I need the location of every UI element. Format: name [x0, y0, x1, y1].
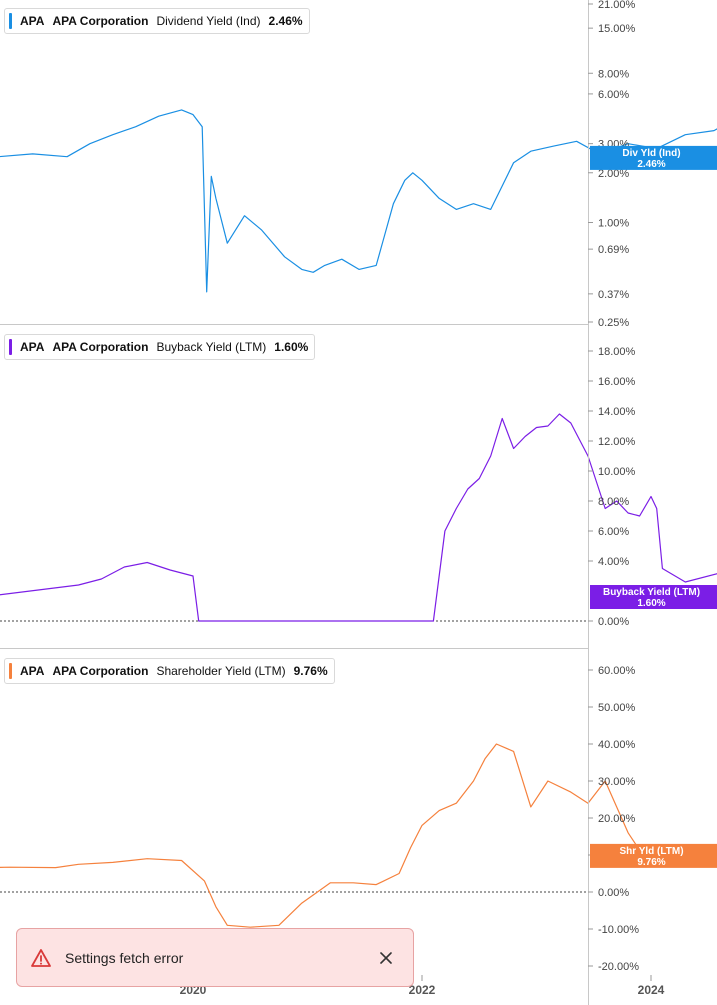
legend-metric: Shareholder Yield (LTM) — [156, 664, 286, 678]
y-tick-label: 20.00% — [598, 813, 636, 825]
legend-company: APA Corporation — [52, 340, 149, 354]
legend-value: 1.60% — [274, 340, 309, 354]
y-tick-label: 2.00% — [598, 168, 629, 180]
value-badge-label: 1.60% — [637, 598, 665, 609]
y-tick-label: 1.00% — [598, 218, 629, 230]
series-line-1 — [0, 413, 717, 622]
y-tick-label: 21.00% — [598, 0, 636, 11]
legend-company: APA Corporation — [52, 14, 149, 28]
toast-message: Settings fetch error — [65, 949, 184, 966]
y-tick-label: 8.00% — [598, 496, 629, 508]
y-tick-label: 4.00% — [598, 556, 629, 568]
y-tick-label: 6.00% — [598, 89, 629, 101]
value-badge-label: 9.76% — [637, 857, 665, 868]
y-tick-label: 8.00% — [598, 68, 629, 80]
y-tick-label: 0.69% — [598, 244, 629, 256]
y-tick-label: 12.00% — [598, 436, 636, 448]
legend-ticker: APA — [20, 664, 45, 678]
y-tick-label: 30.00% — [598, 776, 636, 788]
legend-ticker: APA — [20, 14, 45, 28]
y-tick-label: 0.37% — [598, 289, 629, 301]
y-tick-label: 40.00% — [598, 739, 636, 751]
value-badge — [590, 585, 717, 609]
warning-triangle-icon — [31, 948, 51, 968]
close-icon[interactable] — [379, 951, 393, 965]
value-badge-label: Div Yld (Ind) — [622, 148, 680, 159]
y-tick-label: 14.00% — [598, 406, 636, 418]
y-tick-label: 50.00% — [598, 702, 636, 714]
series-line-0 — [0, 109, 717, 293]
y-tick-label: 0.00% — [598, 616, 629, 628]
series-line-2 — [0, 743, 717, 928]
series-color-swatch — [9, 339, 12, 355]
y-tick-label: 0.25% — [598, 317, 629, 329]
y-tick-label: 60.00% — [598, 665, 636, 677]
legend-dividend-yield[interactable]: APA APA Corporation Dividend Yield (Ind)… — [4, 8, 310, 34]
y-tick-label: 10.00% — [598, 466, 636, 478]
y-tick-label: -20.00% — [598, 961, 639, 973]
legend-metric: Buyback Yield (LTM) — [156, 340, 267, 354]
x-tick-label: 2024 — [638, 983, 665, 997]
value-badge-label: Shr Yld (LTM) — [619, 846, 683, 857]
legend-value: 2.46% — [268, 14, 303, 28]
y-tick-label: 0.00% — [598, 887, 629, 899]
legend-ticker: APA — [20, 340, 45, 354]
y-tick-label: -10.00% — [598, 924, 639, 936]
y-tick-label: 18.00% — [598, 346, 636, 358]
y-tick-label: 16.00% — [598, 376, 636, 388]
legend-metric: Dividend Yield (Ind) — [156, 14, 261, 28]
value-badge — [590, 145, 717, 170]
y-tick-label: 6.00% — [598, 526, 629, 538]
series-color-swatch — [9, 13, 12, 29]
legend-value: 9.76% — [293, 664, 328, 678]
y-tick-label: 15.00% — [598, 23, 636, 35]
value-badge-label: Buyback Yield (LTM) — [603, 587, 700, 598]
value-badge-label: 2.46% — [637, 159, 665, 170]
series-color-swatch — [9, 663, 12, 679]
error-toast: Settings fetch error — [16, 928, 414, 987]
value-badge — [590, 843, 717, 868]
legend-shareholder-yield[interactable]: APA APA Corporation Shareholder Yield (L… — [4, 658, 335, 684]
legend-company: APA Corporation — [52, 664, 149, 678]
legend-buyback-yield[interactable]: APA APA Corporation Buyback Yield (LTM) … — [4, 334, 316, 360]
x-tick-label: 2022 — [409, 983, 436, 997]
